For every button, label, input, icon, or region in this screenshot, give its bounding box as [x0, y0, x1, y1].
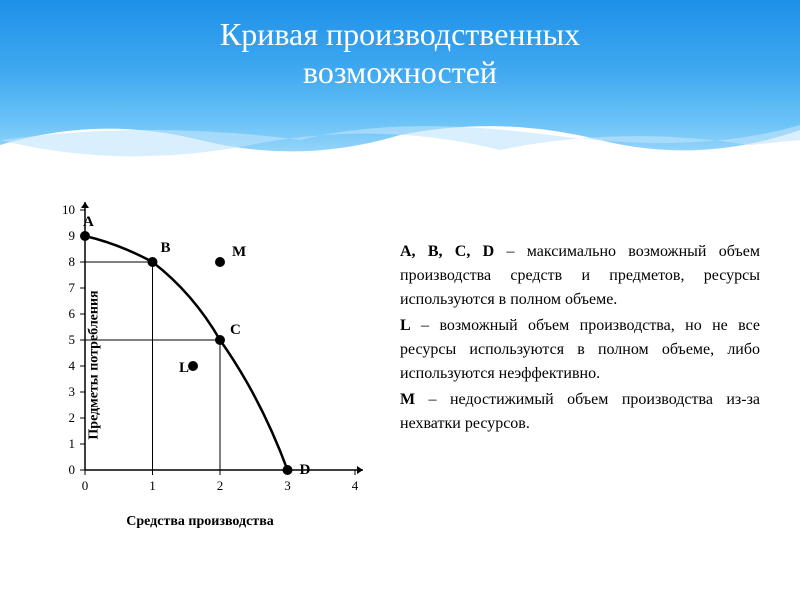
ppf-chart: 0 1 2 3 4 0 1 2 3 4 5 6 7 8 9 10 A B C D L M	[30, 195, 370, 515]
chart-container: Предметы потребления 0 1 2 3 4 0 1 2 3 4 5 6 7 8 9 10 A B…	[30, 195, 370, 535]
content-area: Предметы потребления 0 1 2 3 4 0 1 2 3 4 5 6 7 8 9 10 A B…	[0, 175, 800, 555]
desc-p2-bold: L	[400, 317, 411, 334]
title-line-1: Кривая производственных	[220, 16, 580, 52]
title-line-2: возможностей	[303, 54, 497, 90]
svg-text:0: 0	[82, 478, 89, 493]
desc-paragraph-3: M – недостижимый объем производства из-з…	[400, 388, 760, 436]
svg-text:1: 1	[149, 478, 156, 493]
svg-text:9: 9	[69, 228, 76, 243]
svg-text:4: 4	[352, 478, 359, 493]
svg-text:3: 3	[69, 384, 76, 399]
desc-paragraph-2: L – возможный объем производства, но не …	[400, 314, 760, 386]
desc-paragraph-1: A, B, C, D – максимально возможный объем…	[400, 240, 760, 312]
svg-text:3: 3	[284, 478, 291, 493]
svg-text:0: 0	[69, 462, 76, 477]
desc-p3-text: – недостижимый объем производства из-за …	[400, 391, 760, 432]
svg-text:B: B	[161, 240, 171, 256]
desc-p3-bold: M	[400, 391, 415, 408]
svg-text:A: A	[83, 214, 94, 230]
desc-p2-text: – возможный объем производства, но не вс…	[400, 317, 760, 382]
svg-text:7: 7	[69, 280, 76, 295]
svg-text:D: D	[300, 462, 311, 478]
svg-text:L: L	[179, 360, 189, 376]
page-title: Кривая производственных возможностей	[220, 15, 580, 92]
description-text: A, B, C, D – максимально возможный объем…	[400, 195, 760, 535]
svg-text:4: 4	[69, 358, 76, 373]
svg-text:1: 1	[69, 436, 76, 451]
svg-text:2: 2	[69, 410, 76, 425]
wave-decoration	[0, 110, 800, 180]
svg-text:2: 2	[217, 478, 224, 493]
desc-p1-bold: A, B, C, D	[400, 243, 494, 260]
svg-text:C: C	[230, 322, 241, 338]
svg-text:6: 6	[69, 306, 76, 321]
x-axis-label: Средства производства	[126, 514, 274, 530]
header-banner: Кривая производственных возможностей	[0, 0, 800, 175]
y-axis-label: Предметы потребления	[87, 290, 103, 439]
svg-text:8: 8	[69, 254, 76, 269]
svg-text:10: 10	[62, 202, 75, 217]
svg-text:5: 5	[69, 332, 76, 347]
svg-text:M: M	[232, 244, 246, 260]
